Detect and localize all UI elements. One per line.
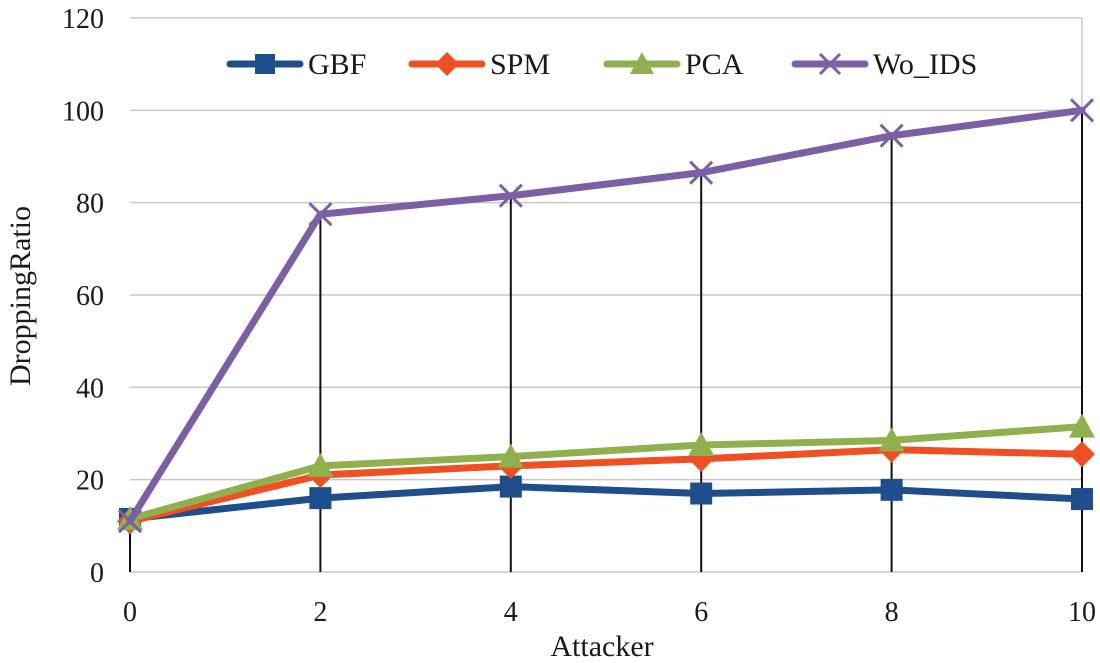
marker-x-stroke [879,123,904,148]
legend-label: PCA [685,48,744,81]
data-point-gbf [880,478,903,501]
data-point-wo-ids [689,160,714,185]
x-axis-title: Attacker [550,630,653,663]
y-tick-label: 100 [62,96,104,127]
y-tick-label: 60 [76,281,104,312]
data-point-pca [1069,413,1095,438]
y-tick-label: 20 [76,466,104,497]
legend-item-spm: SPM [408,48,550,81]
data-point-pca [878,427,905,452]
legend-item-wo-ids: Wo_IDS [791,48,977,81]
x-tick-label: 0 [123,597,137,628]
data-point-gbf [499,475,522,498]
y-tick-label: 120 [62,4,104,35]
legend-label: Wo_IDS [873,48,977,81]
legend-item-gbf: GBF [226,48,366,81]
series-pca [117,413,1095,530]
y-tick-labels: 0 20 40 60 80 100 120 [62,4,104,589]
x-tick-label: 6 [694,597,708,628]
x-tick-label: 8 [885,597,899,628]
series-line-spm [126,446,1086,525]
legend-swatch-marker [630,52,654,74]
x-tick-label: 4 [504,597,518,628]
y-tick-label: 80 [76,189,104,220]
legend: GBF SPM PCA Wo_IDS [226,48,977,81]
y-axis-title: DroppingRatio [4,206,37,386]
data-point-pca [307,452,334,477]
data-point-gbf [309,487,332,510]
data-point-wo-ids [117,509,143,534]
marker-x-stroke [818,52,842,76]
legend-swatch-marker [818,52,842,76]
x-tick-label: 2 [313,597,327,628]
legend-label: SPM [490,48,550,81]
legend-swatch-marker [435,52,459,76]
data-point-wo-ids [879,123,904,148]
series-wo-ids [117,98,1095,534]
legend-item-pca: PCA [603,48,744,81]
series-line-pca [126,423,1086,523]
data-point-wo-ids [308,202,333,227]
series-lines [117,98,1095,535]
marker-x-stroke [498,183,523,208]
data-point-pca [688,432,715,457]
data-point-spm [1069,441,1095,468]
series-line-gbf [126,483,1086,523]
marker-x-stroke [117,509,143,534]
y-tick-label: 0 [90,558,104,589]
y-tick-label: 40 [76,373,104,404]
x-tick-label: 10 [1068,597,1096,628]
x-tick-labels: 0 2 4 6 8 10 [123,597,1096,628]
data-point-wo-ids [1069,98,1095,123]
series-line-wo-ids [126,106,1086,525]
data-point-pca [497,443,524,468]
data-point-gbf [690,482,713,505]
data-point-wo-ids [498,183,523,208]
data-point-gbf [1071,488,1093,511]
legend-swatch-marker [255,54,275,74]
legend-label: GBF [308,48,366,81]
marker-x-stroke [689,160,714,185]
marker-x-stroke [1069,98,1095,123]
marker-x-stroke [308,202,333,227]
